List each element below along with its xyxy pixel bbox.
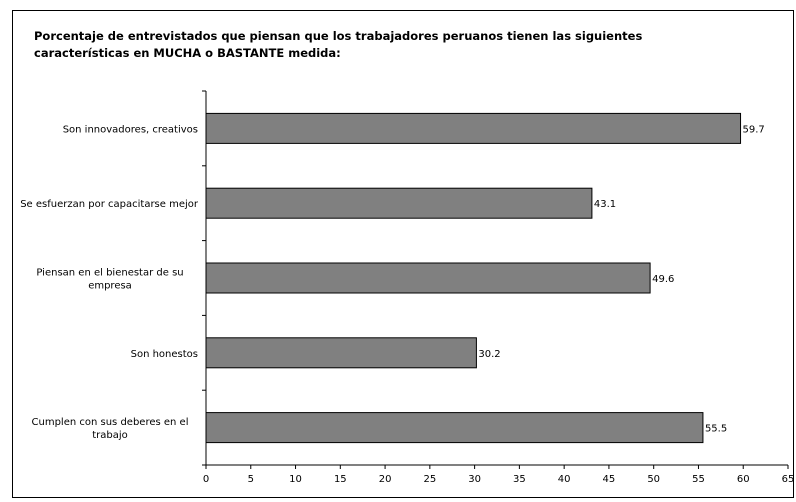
data-label: 49.6 (652, 274, 674, 285)
category-label-line: Son innovadores, creativos (63, 124, 198, 135)
x-tick-label: 35 (513, 474, 526, 485)
category-label: Cumplen con sus deberes en el trabajo (32, 417, 189, 441)
chart-title-line-1: Porcentaje de entrevistados que piensan … (34, 29, 643, 43)
category-label-line: Son honestos (131, 349, 198, 360)
x-tick-label: 15 (334, 474, 347, 485)
x-tick-label: 30 (468, 474, 481, 485)
category-label: Se esfuerzan por capacitarse mejor (20, 199, 199, 210)
data-label: 43.1 (594, 199, 616, 210)
data-label: 30.2 (478, 349, 500, 360)
x-tick-label: 40 (558, 474, 571, 485)
bar (205, 412, 704, 444)
x-tick-label: 0 (203, 474, 209, 485)
category-label-line: Se esfuerzan por capacitarse mejor (20, 199, 199, 210)
category-label-line: Piensan en el bienestar de su (36, 268, 183, 279)
category-label: Son innovadores, creativos (63, 124, 198, 135)
x-tick-label: 25 (423, 474, 436, 485)
x-tick-label: 10 (289, 474, 302, 485)
category-label: Piensan en el bienestar de su empresa (36, 268, 183, 292)
chart-title: Porcentaje de entrevistados que piensan … (34, 28, 714, 62)
data-label: 55.5 (705, 424, 727, 435)
bar (205, 112, 742, 144)
bar (205, 187, 593, 219)
category-label-line: trabajo (92, 430, 128, 441)
x-tick-label: 60 (737, 474, 750, 485)
x-tick-label: 55 (692, 474, 705, 485)
x-tick-label: 5 (248, 474, 254, 485)
chart-title-line-2: características en MUCHA o BASTANTE medi… (34, 46, 341, 60)
x-tick-label: 65 (782, 474, 795, 485)
bar (205, 262, 651, 294)
x-tick-label: 20 (379, 474, 392, 485)
bar (205, 337, 477, 369)
data-label: 59.7 (743, 124, 765, 135)
category-label: Son honestos (131, 349, 198, 360)
category-label-line: empresa (88, 281, 132, 292)
category-label-line: Cumplen con sus deberes en el (32, 417, 189, 428)
x-tick-label: 45 (603, 474, 616, 485)
x-tick-label: 50 (647, 474, 660, 485)
